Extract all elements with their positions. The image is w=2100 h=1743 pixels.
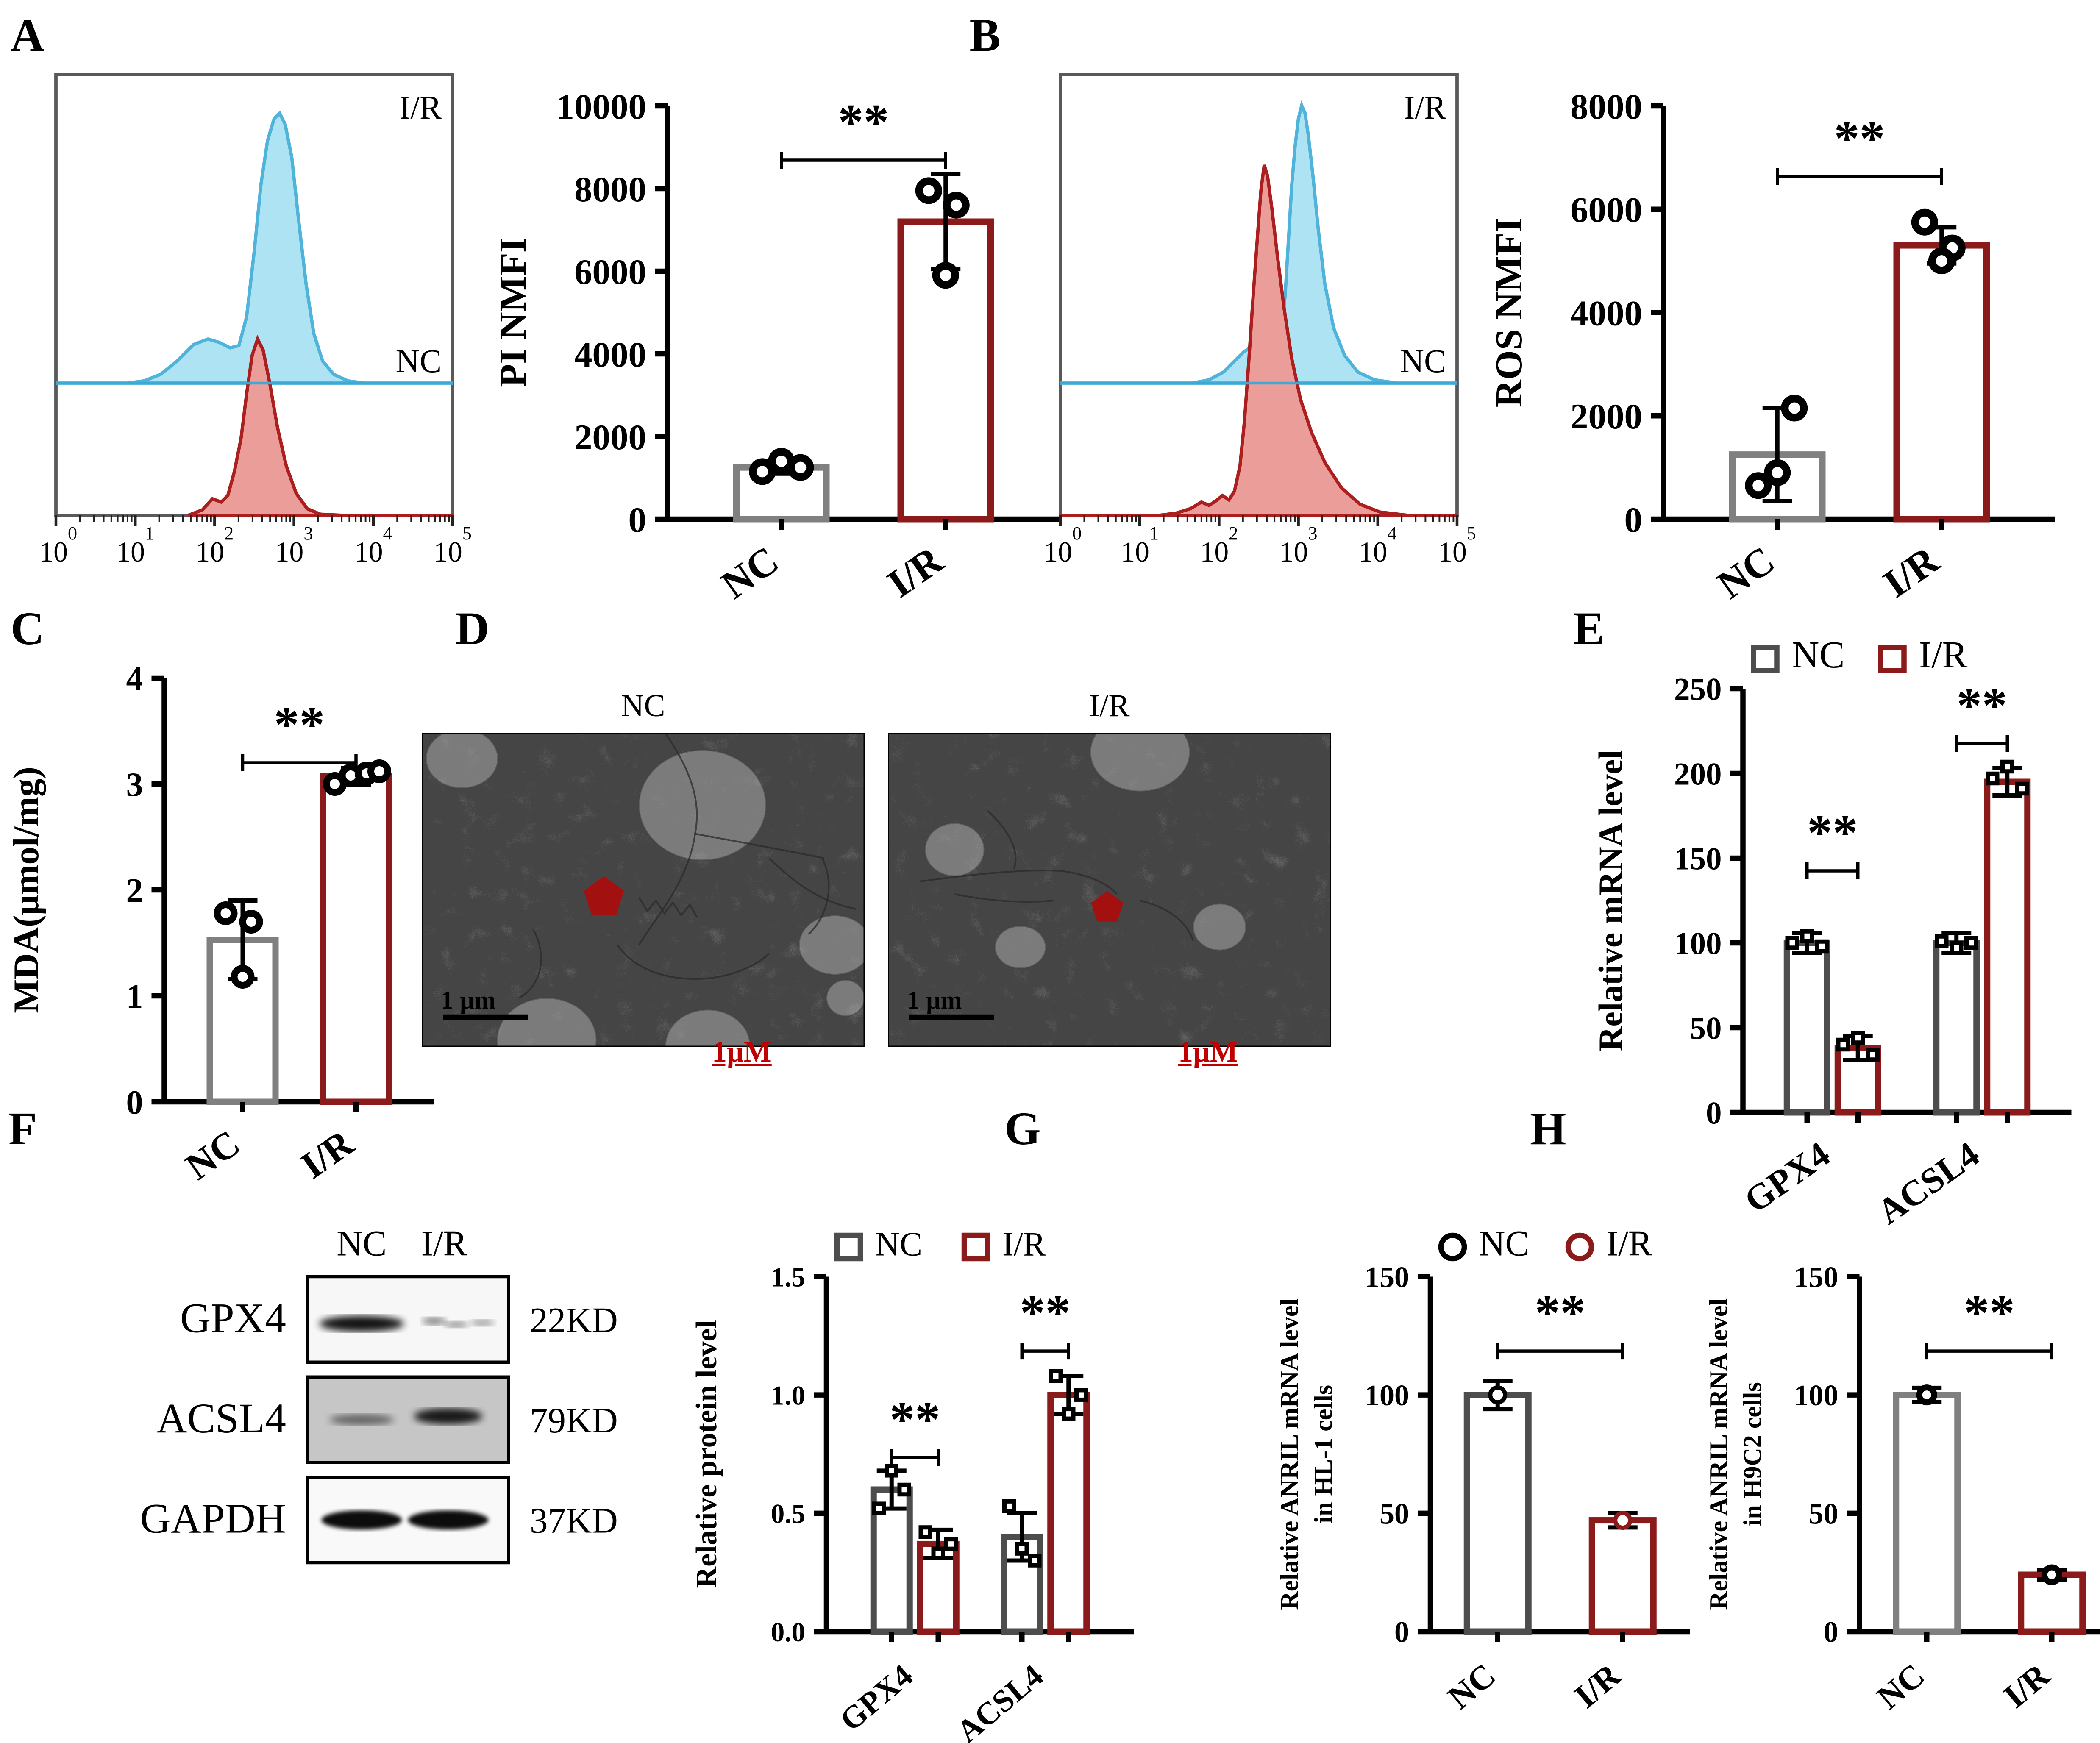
svg-text:200: 200 (1674, 756, 1722, 792)
svg-text:I/R: I/R (1919, 634, 1968, 676)
svg-text:103: 103 (275, 523, 313, 568)
svg-text:0: 0 (1624, 500, 1643, 540)
svg-text:2000: 2000 (574, 417, 646, 457)
svg-text:0: 0 (629, 500, 647, 540)
svg-text:**: ** (890, 1391, 940, 1447)
svg-text:4: 4 (126, 660, 143, 698)
svg-text:105: 105 (434, 523, 472, 568)
svg-text:3: 3 (126, 766, 143, 803)
svg-text:I/R: I/R (1002, 1226, 1046, 1263)
svg-text:**: ** (1020, 1284, 1071, 1341)
svg-text:101: 101 (116, 523, 154, 568)
svg-text:4000: 4000 (574, 335, 646, 375)
svg-text:104: 104 (1359, 523, 1397, 568)
svg-text:GPX4: GPX4 (1737, 1134, 1837, 1220)
svg-text:6000: 6000 (574, 252, 646, 292)
svg-text:101: 101 (1121, 523, 1159, 568)
svg-text:I/R: I/R (1997, 1656, 2057, 1715)
svg-text:103: 103 (1279, 523, 1318, 568)
svg-text:8000: 8000 (1570, 87, 1642, 127)
svg-text:0: 0 (1394, 1616, 1409, 1649)
svg-text:I/R: I/R (1404, 89, 1446, 126)
svg-text:**: ** (1964, 1284, 2015, 1341)
svg-text:NC: NC (713, 537, 787, 608)
svg-text:GAPDH: GAPDH (140, 1495, 286, 1542)
svg-text:ACSL4: ACSL4 (1870, 1134, 1986, 1232)
svg-text:102: 102 (1200, 523, 1238, 568)
svg-text:250: 250 (1674, 672, 1722, 707)
svg-text:GPX4: GPX4 (180, 1294, 286, 1341)
svg-text:10000: 10000 (556, 87, 647, 127)
svg-text:6000: 6000 (1570, 190, 1642, 230)
svg-text:**: ** (274, 696, 325, 753)
svg-text:50: 50 (1380, 1498, 1409, 1530)
svg-text:2000: 2000 (1570, 397, 1642, 436)
svg-text:104: 104 (354, 523, 392, 568)
svg-text:in H9C2 cells: in H9C2 cells (1738, 1382, 1766, 1526)
svg-text:1: 1 (126, 978, 143, 1015)
svg-text:Relative mRNA level: Relative mRNA level (1593, 750, 1630, 1051)
svg-text:0.5: 0.5 (771, 1499, 805, 1529)
svg-text:100: 100 (39, 523, 77, 568)
svg-text:100: 100 (1365, 1379, 1409, 1412)
svg-text:0: 0 (1706, 1095, 1722, 1131)
svg-text:**: ** (1834, 110, 1885, 167)
svg-text:NC: NC (1479, 1224, 1529, 1264)
svg-text:I/R: I/R (293, 1122, 361, 1187)
svg-text:I/R: I/R (421, 1224, 467, 1264)
svg-text:4000: 4000 (1570, 293, 1642, 333)
svg-text:37KD: 37KD (530, 1501, 618, 1541)
svg-text:NC: NC (1792, 634, 1845, 676)
svg-text:I/R: I/R (1606, 1224, 1652, 1264)
svg-text:8000: 8000 (574, 170, 646, 209)
svg-text:NC: NC (1709, 537, 1783, 608)
svg-text:1.5: 1.5 (771, 1262, 805, 1293)
svg-text:**: ** (838, 94, 889, 150)
svg-text:2: 2 (126, 872, 143, 909)
svg-text:GPX4: GPX4 (833, 1658, 919, 1738)
svg-text:1 µm: 1 µm (907, 986, 962, 1014)
svg-text:150: 150 (1365, 1261, 1409, 1294)
svg-text:NC: NC (178, 1122, 248, 1188)
svg-text:**: ** (1807, 804, 1858, 861)
svg-text:Relative ANRIL mRNA level: Relative ANRIL mRNA level (1276, 1298, 1304, 1610)
svg-text:NC: NC (1441, 1657, 1502, 1717)
svg-text:ROS NMFI: ROS NMFI (1488, 218, 1530, 408)
svg-text:in HL-1 cells: in HL-1 cells (1310, 1385, 1338, 1523)
svg-text:NC: NC (396, 342, 442, 379)
svg-text:I/R: I/R (1568, 1656, 1628, 1715)
svg-text:**: ** (1956, 677, 2007, 734)
svg-text:0: 0 (1824, 1616, 1839, 1649)
svg-text:I/R: I/R (399, 89, 442, 126)
svg-text:NC: NC (875, 1226, 922, 1263)
svg-text:NC: NC (1870, 1657, 1932, 1717)
svg-text:NC: NC (337, 1224, 387, 1264)
svg-text:22KD: 22KD (530, 1300, 618, 1340)
svg-text:0.0: 0.0 (771, 1617, 805, 1648)
svg-text:105: 105 (1438, 523, 1476, 568)
svg-text:100: 100 (1674, 926, 1722, 961)
svg-text:50: 50 (1690, 1011, 1722, 1046)
svg-text:**: ** (1535, 1284, 1585, 1341)
svg-text:MDA(μmol/mg): MDA(μmol/mg) (6, 767, 46, 1013)
svg-text:PI NMFI: PI NMFI (492, 238, 534, 387)
svg-text:150: 150 (1674, 841, 1722, 876)
svg-text:50: 50 (1809, 1498, 1839, 1530)
svg-text:NC: NC (1400, 342, 1446, 379)
svg-text:100: 100 (1794, 1379, 1839, 1412)
svg-text:1 µm: 1 µm (441, 986, 496, 1014)
svg-text:150: 150 (1794, 1261, 1839, 1294)
svg-text:Relative ANRIL mRNA level: Relative ANRIL mRNA level (1705, 1298, 1733, 1610)
svg-text:Relative protein level: Relative protein level (690, 1320, 723, 1588)
svg-text:0: 0 (126, 1084, 143, 1121)
svg-text:100: 100 (1043, 523, 1082, 568)
svg-text:I/R: I/R (879, 537, 951, 606)
svg-text:ACSL4: ACSL4 (950, 1658, 1050, 1743)
svg-text:ACSL4: ACSL4 (156, 1395, 286, 1442)
svg-text:79KD: 79KD (530, 1401, 618, 1440)
svg-text:1.0: 1.0 (771, 1380, 805, 1411)
svg-text:I/R: I/R (1875, 537, 1947, 606)
svg-text:102: 102 (196, 523, 234, 568)
